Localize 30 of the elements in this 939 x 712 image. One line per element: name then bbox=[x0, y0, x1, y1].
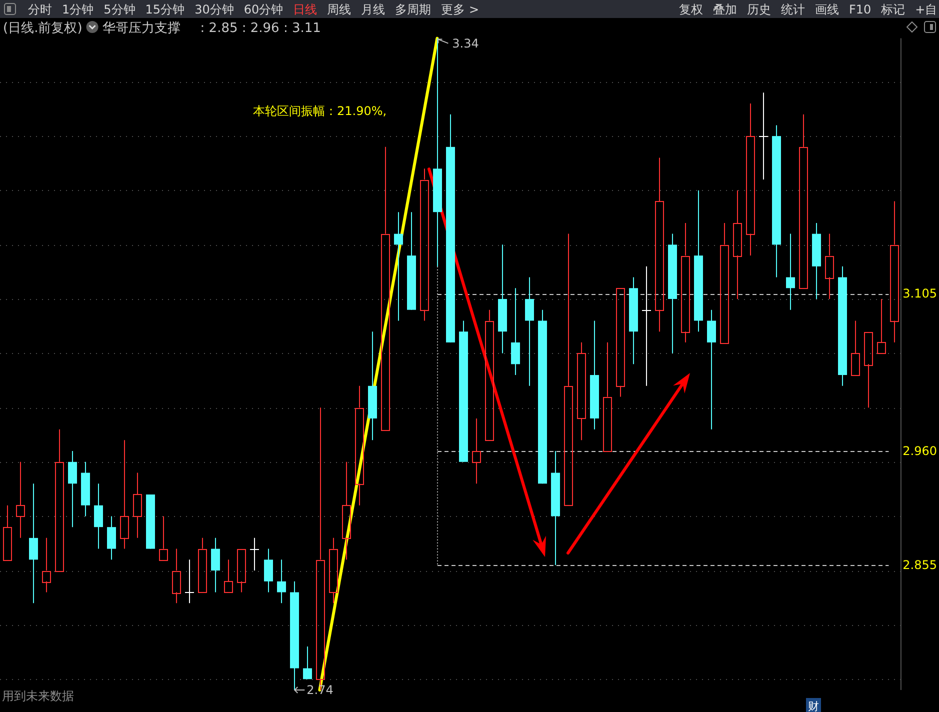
toolbar-item: 月线 bbox=[361, 2, 386, 16]
toolbar-item: 15分钟 bbox=[145, 2, 185, 16]
toolbar-item: 更多 > bbox=[441, 2, 479, 16]
toolbar-item: 日线 bbox=[293, 2, 318, 16]
annotation: 3.34 bbox=[452, 36, 479, 50]
y-tick-label: 2.960 bbox=[902, 444, 937, 458]
badge: 财 bbox=[806, 698, 821, 712]
toolbar-item: 60分钟 bbox=[244, 2, 284, 16]
toolbar-item: 多周期 bbox=[395, 2, 432, 16]
toolbar-item: 5分钟 bbox=[104, 2, 136, 16]
annotation: 本轮区间振幅：21.90%, bbox=[253, 104, 387, 118]
annotation: 用到未来数据 bbox=[2, 689, 74, 703]
y-tick-label: 3.105 bbox=[902, 286, 937, 301]
toolbar-item: 叠加 bbox=[713, 2, 737, 16]
subtitle: 华哥压力支撑 bbox=[102, 21, 180, 36]
indicator-values: : 2.85 : 2.96 : 3.11 bbox=[200, 21, 321, 36]
toolbar-item: +自 bbox=[915, 2, 938, 16]
toolbar-item: F10 bbox=[849, 2, 872, 16]
annotation: 2.74 bbox=[306, 683, 334, 697]
toolbar-item: 1分钟 bbox=[62, 2, 94, 16]
title: (日线.前复权) bbox=[3, 21, 82, 36]
toolbar-item: 30分钟 bbox=[194, 2, 234, 16]
toolbar-item: 分时 bbox=[28, 2, 52, 16]
toolbar-item: 统计 bbox=[781, 2, 805, 16]
toolbar-item: 画线 bbox=[815, 2, 839, 16]
toolbar-item: 标记 bbox=[881, 2, 906, 16]
y-tick-label: 2.855 bbox=[902, 558, 937, 572]
toolbar-item: 周线 bbox=[327, 2, 352, 16]
toolbar-item: 复权 bbox=[679, 2, 703, 16]
toolbar-item: 历史 bbox=[747, 2, 771, 16]
